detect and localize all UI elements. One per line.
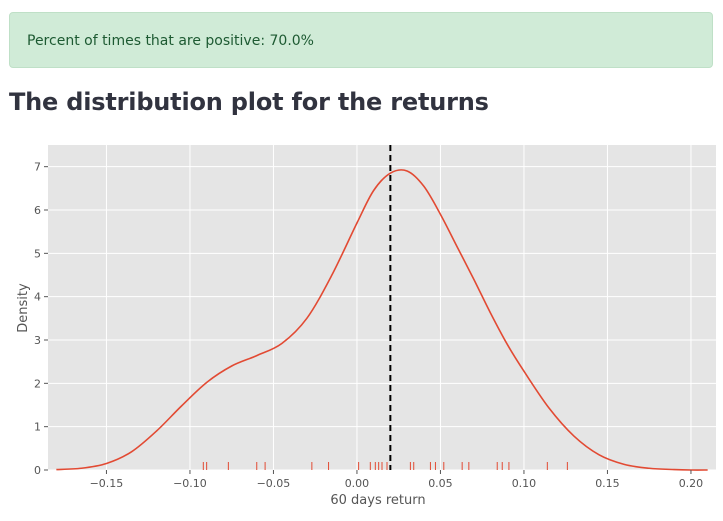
y-tick-label: 3 — [34, 334, 41, 347]
grid-lines — [48, 145, 716, 471]
y-tick-label: 0 — [34, 464, 41, 477]
x-tick-label: 0.05 — [428, 477, 453, 490]
x-axis-ticks: −0.15 −0.10 −0.05 0.00 0.05 0.10 0.15 0.20 — [90, 470, 704, 490]
success-alert: Percent of times that are positive: 70.0… — [9, 12, 713, 68]
x-tick-label: 0.10 — [512, 477, 537, 490]
x-axis-label: 60 days return — [330, 493, 425, 508]
y-tick-label: 7 — [34, 161, 41, 174]
y-tick-label: 1 — [34, 421, 41, 434]
plot-background — [48, 145, 716, 470]
y-tick-label: 5 — [34, 247, 41, 260]
y-tick-label: 2 — [34, 377, 41, 390]
x-tick-label: −0.05 — [257, 477, 291, 490]
x-tick-label: 0.15 — [595, 477, 620, 490]
y-tick-label: 6 — [34, 204, 41, 217]
x-tick-label: −0.10 — [173, 477, 207, 490]
y-axis-label: Density — [16, 283, 31, 333]
distribution-chart: −0.15 −0.10 −0.05 0.00 0.05 0.10 0.15 0.20 0 1 2 3… — [0, 130, 723, 521]
x-tick-label: 0.20 — [679, 477, 704, 490]
distribution-plot-svg: −0.15 −0.10 −0.05 0.00 0.05 0.10 0.15 0.20 0 1 2 3… — [16, 145, 716, 508]
rug-marks — [202, 462, 568, 470]
kde-curve — [56, 169, 708, 471]
x-tick-label: −0.15 — [90, 477, 124, 490]
x-tick-label: 0.00 — [345, 477, 370, 490]
y-axis-ticks: 0 1 2 3 4 5 6 7 — [34, 161, 48, 477]
y-tick-label: 4 — [34, 291, 41, 304]
alert-text: Percent of times that are positive: 70.0… — [27, 33, 314, 49]
page-heading: The distribution plot for the returns — [9, 88, 489, 116]
